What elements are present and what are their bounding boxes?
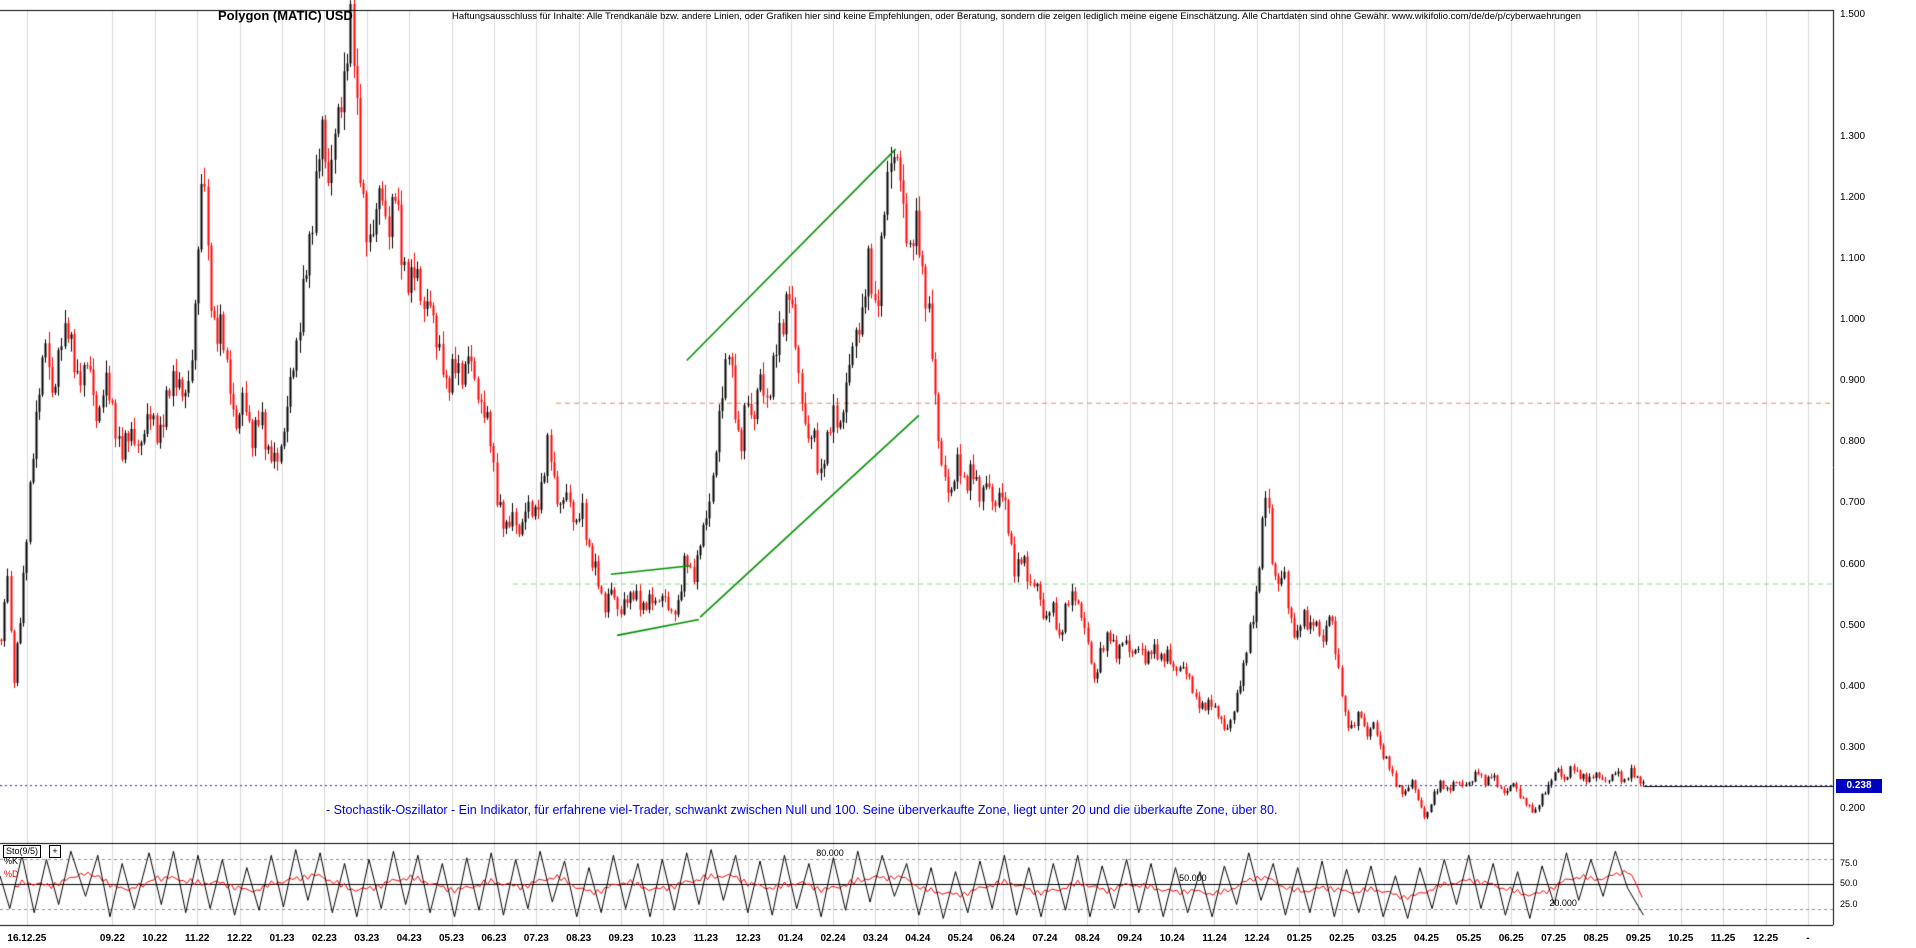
x-axis-label: 11.25 bbox=[1710, 933, 1736, 944]
instrument-title: Polygon (MATIC) USD bbox=[218, 8, 353, 23]
price-axis-label: 0.500 bbox=[1840, 619, 1866, 631]
x-axis-label: 02.25 bbox=[1329, 933, 1355, 944]
price-axis-label: 0.300 bbox=[1840, 741, 1866, 753]
indicator-add-button[interactable]: + bbox=[49, 845, 61, 858]
x-axis-label: 05.23 bbox=[439, 933, 465, 944]
x-axis-label: 16.12.25 bbox=[7, 933, 47, 944]
x-axis-label: 09.23 bbox=[608, 933, 634, 944]
x-axis-label: 07.24 bbox=[1032, 933, 1058, 944]
x-axis-label: 12.22 bbox=[227, 933, 253, 944]
x-axis-label: 09.22 bbox=[99, 933, 125, 944]
x-axis-label: 12.25 bbox=[1753, 933, 1779, 944]
x-axis-label: 08.24 bbox=[1074, 933, 1100, 944]
x-axis-label: 12.23 bbox=[735, 933, 761, 944]
x-axis-label: 03.24 bbox=[862, 933, 888, 944]
x-axis-label: 01.25 bbox=[1286, 933, 1312, 944]
price-axis-label: 0.700 bbox=[1840, 497, 1866, 509]
x-axis-label: 10.23 bbox=[650, 933, 676, 944]
x-axis-label: 01.23 bbox=[269, 933, 295, 944]
price-axis-label: 1.100 bbox=[1840, 253, 1866, 265]
price-axis-label: 0.600 bbox=[1840, 558, 1866, 570]
x-axis-label: 10.25 bbox=[1668, 933, 1694, 944]
x-axis-label: 06.25 bbox=[1498, 933, 1524, 944]
x-axis-label: 10.24 bbox=[1159, 933, 1185, 944]
stochastic-description: - Stochastik-Oszillator - Ein Indikator,… bbox=[326, 803, 1278, 817]
x-axis-label: 02.24 bbox=[820, 933, 846, 944]
oscillator-axis-label: 25.0 bbox=[1840, 898, 1858, 909]
x-axis-label: 01.24 bbox=[778, 933, 804, 944]
oscillator-level-label: 20.000 bbox=[1549, 897, 1577, 908]
x-axis-label: 10.22 bbox=[142, 933, 168, 944]
indicator-name-box[interactable]: Sto(9/5) bbox=[3, 845, 42, 858]
x-axis-label: 05.24 bbox=[947, 933, 973, 944]
x-axis-label: 04.25 bbox=[1413, 933, 1439, 944]
x-axis-label: 09.24 bbox=[1117, 933, 1143, 944]
stochastic-d-label: %D bbox=[4, 869, 19, 879]
price-axis-label: 1.200 bbox=[1840, 191, 1866, 203]
x-axis-label: - bbox=[1806, 933, 1810, 944]
x-axis-label: 05.25 bbox=[1456, 933, 1482, 944]
x-axis-label: 03.23 bbox=[354, 933, 380, 944]
x-axis-label: 11.24 bbox=[1202, 933, 1227, 944]
x-axis-label: 04.24 bbox=[905, 933, 931, 944]
x-axis-label: 11.22 bbox=[184, 933, 210, 944]
stochastic-k-label: %K bbox=[4, 856, 19, 866]
price-axis-label: 0.900 bbox=[1840, 375, 1866, 387]
x-axis-label: 11.23 bbox=[693, 933, 719, 944]
oscillator-level-label: 50.000 bbox=[1179, 873, 1207, 883]
x-axis-label: 07.23 bbox=[523, 933, 549, 944]
x-axis-label: 09.25 bbox=[1625, 933, 1651, 944]
x-axis-label: 03.25 bbox=[1371, 933, 1397, 944]
oscillator-axis-label: 75.0 bbox=[1840, 857, 1858, 868]
x-axis-label: 08.23 bbox=[566, 933, 592, 944]
oscillator-axis-label: 50.0 bbox=[1840, 878, 1858, 888]
oscillator-level-label: 80.000 bbox=[816, 848, 844, 859]
x-axis-label: 04.23 bbox=[396, 933, 422, 944]
price-axis-label: 1.500 bbox=[1840, 8, 1866, 20]
x-axis-label: 12.24 bbox=[1244, 933, 1270, 944]
x-axis-label: 02.23 bbox=[311, 933, 337, 944]
x-axis-label: 06.24 bbox=[990, 933, 1016, 944]
price-axis-label: 0.800 bbox=[1840, 436, 1866, 448]
price-axis-label: 0.400 bbox=[1840, 680, 1866, 692]
x-axis-label: 08.25 bbox=[1583, 933, 1609, 944]
price-axis-label: 0.200 bbox=[1840, 802, 1866, 814]
disclaimer-text: Haftungsausschluss für Inhalte: Alle Tre… bbox=[452, 11, 1582, 22]
x-axis-label: 06.23 bbox=[481, 933, 507, 944]
price-axis-label: 1.000 bbox=[1840, 314, 1866, 326]
x-axis-label: 07.25 bbox=[1541, 933, 1567, 944]
price-axis-label: 1.300 bbox=[1840, 130, 1866, 142]
current-price-tag: 0.238 bbox=[1836, 779, 1882, 793]
